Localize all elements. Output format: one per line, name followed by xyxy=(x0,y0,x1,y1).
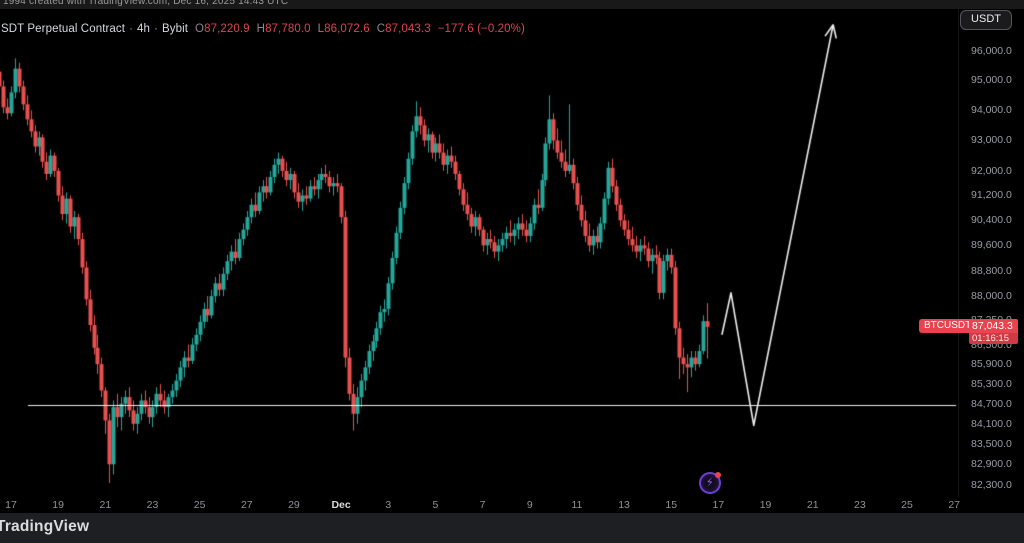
price-axis-label: 89,600.0 xyxy=(971,239,1012,252)
time-axis-label: Dec xyxy=(331,499,351,511)
price-axis-label: 93,000.0 xyxy=(971,134,1012,147)
time-axis-label: 27 xyxy=(948,499,961,511)
open-label: O xyxy=(195,23,205,35)
time-axis-label: 23 xyxy=(146,499,159,511)
price-axis-label: 84,700.0 xyxy=(971,397,1012,410)
price-axis-label: 85,300.0 xyxy=(971,377,1012,390)
tradingview-logo: TradingView xyxy=(0,518,90,535)
price-axis-label: 90,400.0 xyxy=(971,214,1012,227)
time-axis-label: 13 xyxy=(618,499,630,511)
symbol-price-flag: BTCUSDT.P xyxy=(919,319,985,333)
change-value: −177.6 (−0.20%) xyxy=(437,23,525,35)
open-value: 87,220.9 xyxy=(204,23,250,35)
price-axis-label: 92,000.0 xyxy=(971,164,1012,177)
timeframe-label[interactable]: 4h xyxy=(137,23,151,35)
bolt-icon[interactable]: ⚡ xyxy=(699,472,721,494)
time-axis-label: 27 xyxy=(240,499,253,511)
time-axis-label: 11 xyxy=(571,499,583,511)
time-axis-label: 17 xyxy=(712,499,725,511)
bar-countdown: 01:16:15 xyxy=(969,333,1018,344)
price-axis-label: 94,000.0 xyxy=(971,104,1012,117)
last-price-value: 87,043.3 xyxy=(969,319,1018,333)
currency-toggle-button[interactable]: USDT xyxy=(960,10,1012,30)
price-axis-label: 91,200.0 xyxy=(971,189,1012,202)
legend-separator: · xyxy=(154,23,158,35)
price-axis-label: 83,500.0 xyxy=(971,437,1012,450)
price-axis-label: 82,900.0 xyxy=(971,458,1012,471)
time-axis-label: 21 xyxy=(99,499,112,511)
low-label: L xyxy=(317,23,325,35)
time-axis-label: 5 xyxy=(432,499,439,511)
price-axis-label: 84,100.0 xyxy=(971,417,1012,430)
price-axis-label: 95,000.0 xyxy=(971,74,1012,87)
close-value: 87,043.3 xyxy=(385,23,431,35)
watermark-strip: 1994 created with TradingView.com, Dec 1… xyxy=(0,0,1024,9)
price-axis-divider xyxy=(958,9,959,496)
price-axis-label: 88,000.0 xyxy=(971,290,1012,303)
watermark-text: 1994 created with TradingView.com, Dec 1… xyxy=(3,0,289,7)
exchange-label: Bybit xyxy=(161,23,189,35)
time-axis-label: 23 xyxy=(854,499,866,511)
time-axis-label: 17 xyxy=(5,499,17,511)
time-axis-label: 25 xyxy=(193,499,206,511)
price-axis-label: 85,900.0 xyxy=(971,358,1012,371)
price-axis-label: 96,000.0 xyxy=(971,45,1012,57)
high-label: H xyxy=(256,23,266,35)
high-value: 87,780.0 xyxy=(265,23,311,35)
time-axis-label: 15 xyxy=(665,499,678,511)
chart-legend: SDT Perpetual Contract · 4h · Bybit O87,220.9… xyxy=(1,23,525,35)
time-axis-label: 3 xyxy=(385,499,392,511)
symbol-name[interactable]: SDT Perpetual Contract xyxy=(1,23,126,35)
notification-dot xyxy=(715,472,721,478)
time-axis-label: 7 xyxy=(479,499,486,511)
time-axis-label: 19 xyxy=(759,499,772,511)
low-value: 86,072.6 xyxy=(324,23,370,35)
time-axis-label: 29 xyxy=(288,499,300,511)
legend-separator: · xyxy=(129,23,134,35)
time-axis-label: 25 xyxy=(901,499,913,511)
price-axis-label: 82,300.0 xyxy=(971,478,1012,491)
time-axis[interactable]: 17 19 21 23 25 27 29 Dec 3 5 7 9 11 13 15 17 19 21 23 25 27 xyxy=(0,496,1024,513)
bottom-bar: TradingView xyxy=(0,513,1024,543)
time-axis-label: 9 xyxy=(526,499,533,511)
time-axis-label: 21 xyxy=(806,499,819,511)
price-axis-label: 88,800.0 xyxy=(971,264,1012,277)
close-label: C xyxy=(376,23,386,35)
last-price-badge: 87,043.3 01:16:15 xyxy=(969,319,1018,344)
time-axis-label: 19 xyxy=(52,499,64,511)
